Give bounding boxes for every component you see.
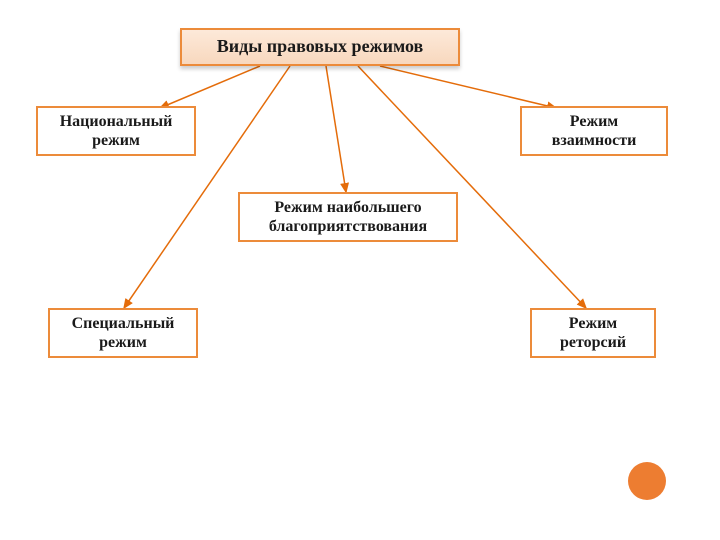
node-special: Специальный режим [48,308,198,358]
node-label: Национальный режим [60,112,173,150]
node-label: Режим реторсий [560,314,626,352]
arrow-4 [358,66,586,308]
arrow-2 [326,66,346,192]
node-national: Национальный режим [36,106,196,156]
diagram-title-text: Виды правовых режимов [217,36,424,58]
slide-decoration-circle [628,462,666,500]
node-reciprocity: Режим взаимности [520,106,668,156]
arrow-3 [124,66,290,308]
node-label: Режим взаимности [552,112,637,150]
node-mfn: Режим наибольшего благоприятствования [238,192,458,242]
node-retorsion: Режим реторсий [530,308,656,358]
node-label: Режим наибольшего благоприятствования [269,198,427,236]
arrow-0 [160,66,260,108]
arrows-layer [0,0,720,540]
diagram-title: Виды правовых режимов [180,28,460,66]
node-label: Специальный режим [72,314,175,352]
arrow-1 [380,66,556,108]
